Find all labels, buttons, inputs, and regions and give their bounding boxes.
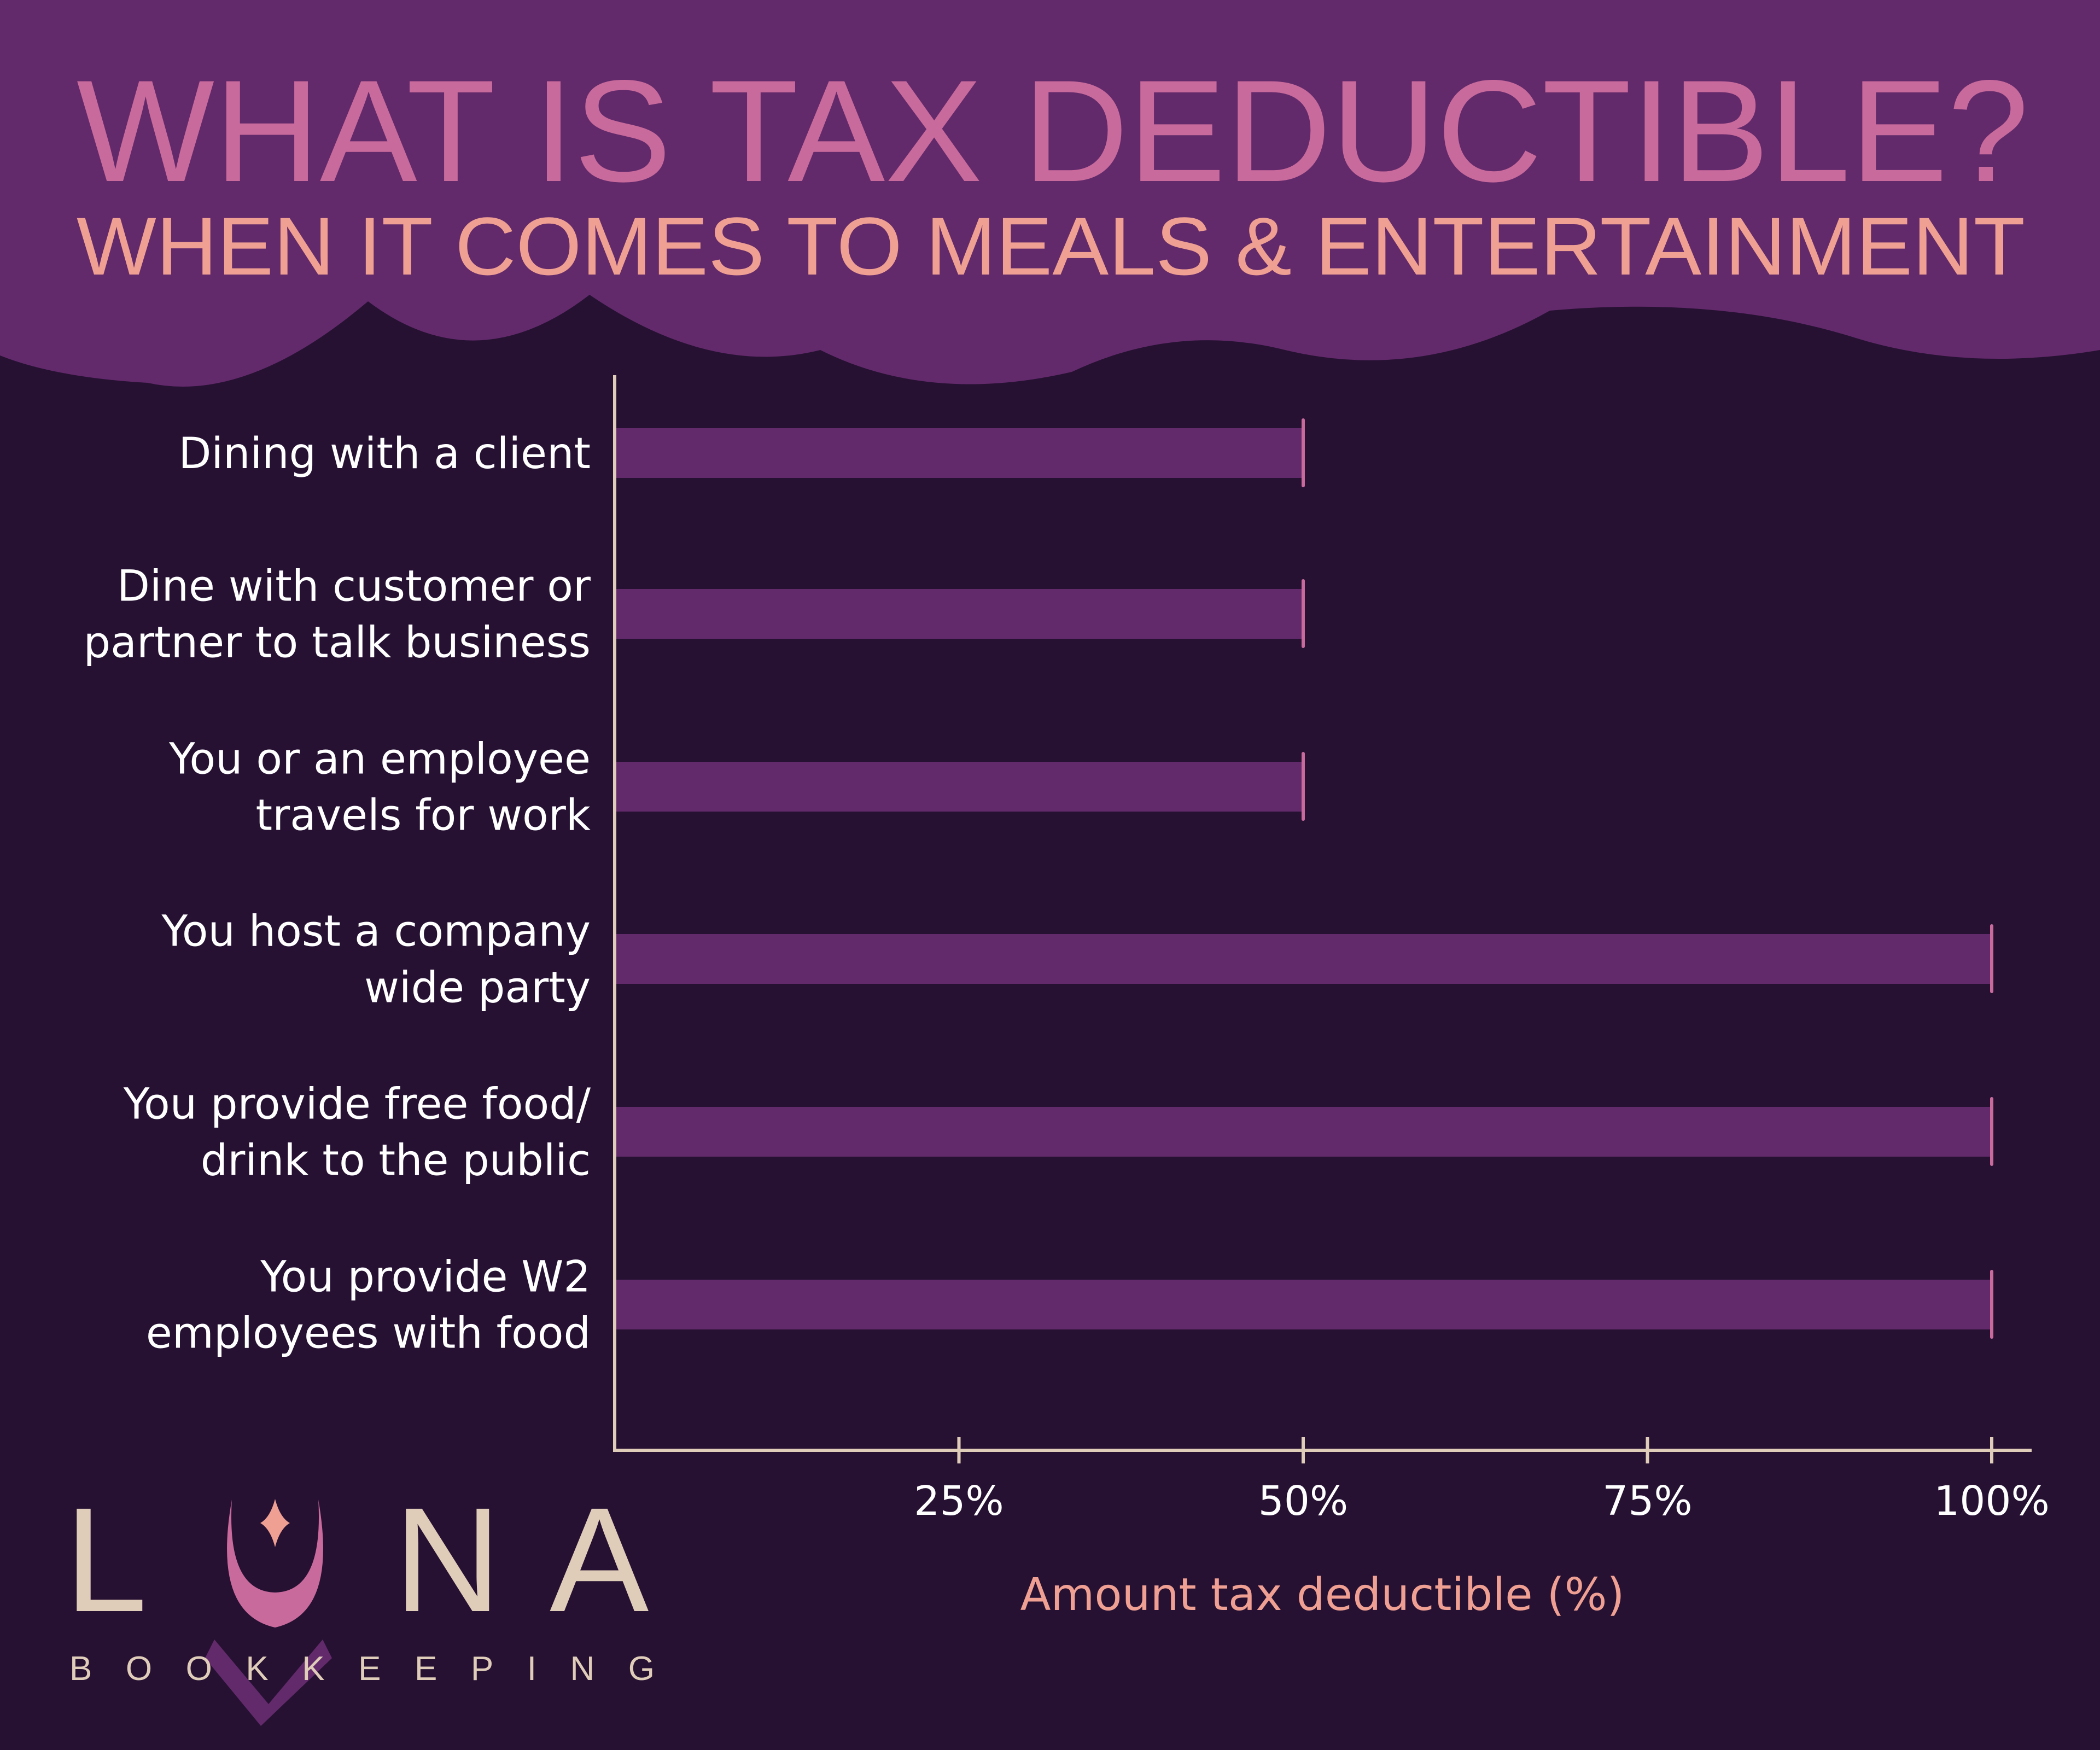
bar-group bbox=[616, 418, 1993, 1339]
category-label-line: You host a company bbox=[161, 907, 591, 956]
category-label: You host a company wide party bbox=[161, 907, 591, 1013]
x-tick-label: 75% bbox=[1602, 1478, 1692, 1525]
category-label-line: You provide W2 bbox=[260, 1253, 591, 1302]
bar bbox=[616, 762, 1303, 812]
header-banner bbox=[0, 0, 2100, 387]
category-label: You or an employee travels for work bbox=[168, 735, 591, 841]
category-label-line: drink to the public bbox=[201, 1136, 591, 1186]
bar bbox=[616, 1280, 1992, 1329]
logo-letter-n: N bbox=[394, 1477, 501, 1643]
x-ticks: 25% 50% 75% 100% bbox=[914, 1437, 2050, 1525]
category-label: Dine with customer or partner to talk bus… bbox=[84, 562, 591, 668]
category-label: You provide W2 employees with food bbox=[146, 1253, 591, 1358]
page-subtitle: WHEN IT COMES TO MEALS & ENTERTAINMENT bbox=[77, 200, 2025, 292]
category-label-line: Dine with customer or bbox=[117, 562, 591, 611]
category-labels: Dining with a client Dine with customer o… bbox=[84, 429, 591, 1358]
category-label-line: You or an employee bbox=[168, 735, 591, 784]
bar bbox=[616, 1107, 1992, 1157]
category-label-line: travels for work bbox=[256, 791, 591, 841]
page-title: WHAT IS TAX DEDUCTIBLE? bbox=[77, 50, 2029, 212]
category-label-line: partner to talk business bbox=[84, 619, 591, 668]
moon-book-icon bbox=[205, 1499, 332, 1726]
x-tick-label: 100% bbox=[1934, 1478, 2050, 1525]
logo-letter-l: L bbox=[65, 1477, 147, 1643]
bar bbox=[616, 934, 1992, 984]
category-label-line: wide party bbox=[364, 964, 591, 1013]
category-label-line: You provide free food/ bbox=[123, 1080, 591, 1129]
x-axis-title: Amount tax deductible (%) bbox=[1020, 1569, 1624, 1621]
bar bbox=[616, 589, 1303, 639]
category-label-line: employees with food bbox=[146, 1309, 591, 1358]
category-label: You provide free food/drink to the publi… bbox=[123, 1080, 591, 1186]
bar bbox=[616, 428, 1303, 478]
x-tick-label: 25% bbox=[914, 1478, 1004, 1525]
logo-letter-a: A bbox=[550, 1477, 650, 1643]
category-label: Dining with a client bbox=[178, 429, 591, 479]
x-tick-label: 50% bbox=[1258, 1478, 1348, 1525]
category-label-line: Dining with a client bbox=[178, 429, 591, 479]
